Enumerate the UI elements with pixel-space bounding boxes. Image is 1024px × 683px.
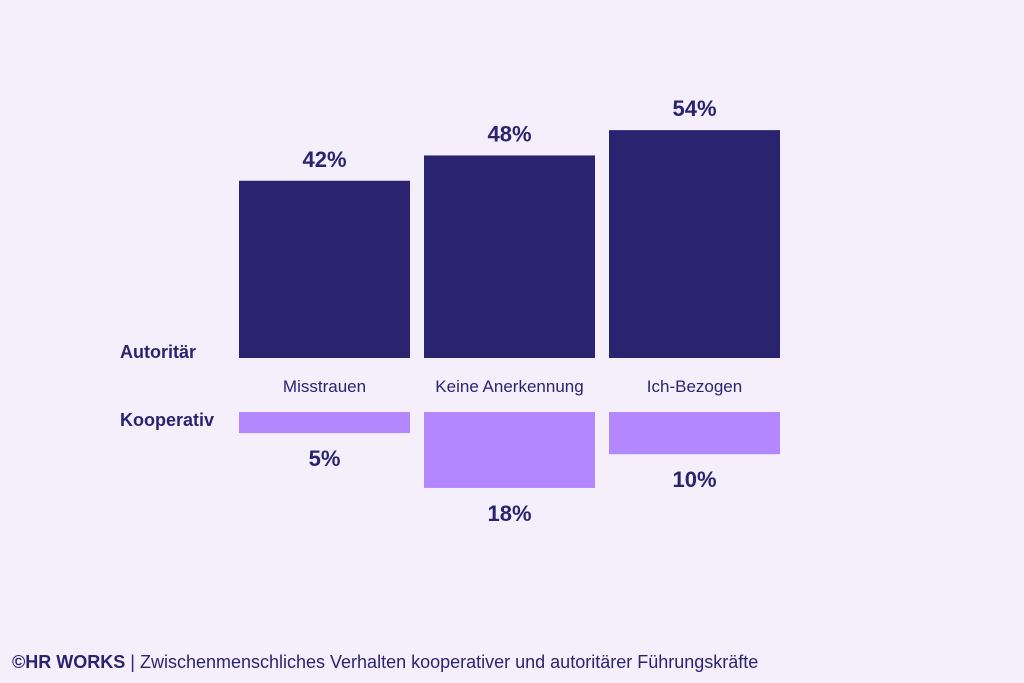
category-label: Misstrauen [283,377,366,396]
bar-kooperativ [239,412,410,434]
category-labels: Misstrauen Keine Anerkennung Ich-Bezogen [283,377,742,396]
bars-autoritaer: 42% 48% 54% [239,96,780,358]
data-label-autoritaer: 54% [672,96,716,121]
category-label: Ich-Bezogen [647,377,742,396]
bar-kooperativ [609,412,780,455]
bar-autoritaer [424,155,595,358]
bar-autoritaer [609,130,780,358]
bar-kooperativ [424,412,595,488]
data-label-autoritaer: 48% [487,121,531,146]
data-label-kooperativ: 18% [487,501,531,526]
bar-autoritaer [239,180,410,358]
footer-separator: | [125,652,140,672]
footer-caption: ©HR WORKS | Zwischenmenschliches Verhalt… [12,652,758,673]
series-label-kooperativ: Kooperativ [120,410,214,430]
footer-caption-text: Zwischenmenschliches Verhalten kooperati… [139,652,759,672]
series-label-autoritaer: Autoritär [120,342,196,362]
bars-kooperativ: 5% 18% 10% [239,412,780,526]
brand-logo-text: ©HR WORKS [12,652,126,672]
data-label-kooperativ: 5% [309,446,341,471]
category-label: Keine Anerkennung [435,377,583,396]
data-label-autoritaer: 42% [302,147,346,172]
data-label-kooperativ: 10% [672,467,716,492]
